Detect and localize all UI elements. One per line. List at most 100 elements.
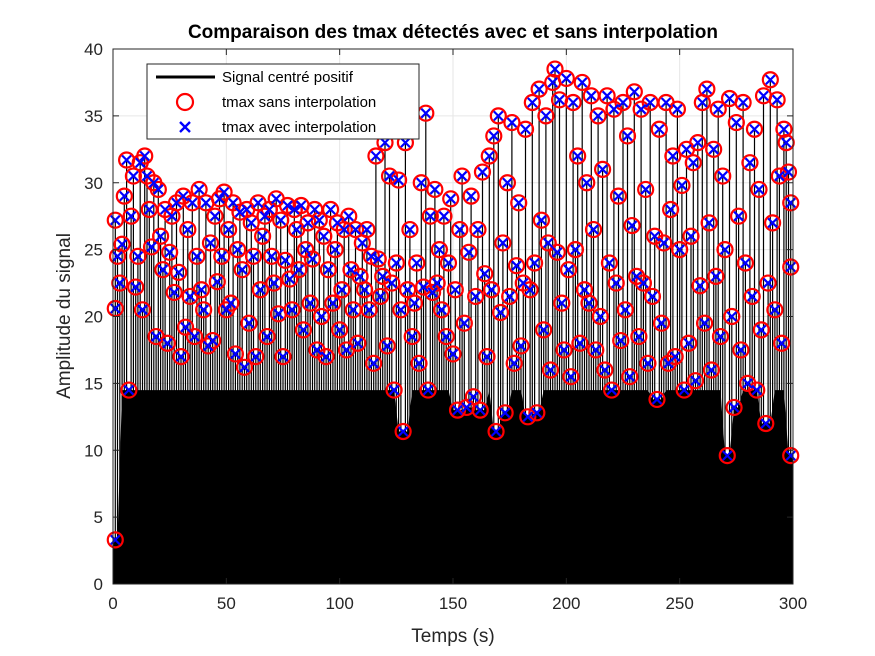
peak-x-marker bbox=[610, 277, 622, 289]
peak-circle-marker bbox=[426, 180, 444, 199]
peak-circle-marker bbox=[419, 381, 437, 399]
peak-circle-marker bbox=[695, 314, 714, 332]
peak-circle-marker bbox=[358, 220, 376, 239]
peak-x-marker bbox=[239, 362, 250, 373]
peak-x-marker bbox=[368, 358, 379, 369]
peak-x-marker bbox=[780, 137, 792, 148]
peak-x-marker bbox=[132, 251, 144, 262]
peak-x-marker bbox=[678, 384, 690, 396]
peak-circle-marker bbox=[700, 214, 718, 232]
peak-x-marker bbox=[726, 311, 738, 322]
peak-x-marker bbox=[613, 190, 624, 202]
peak-x-marker bbox=[753, 184, 765, 195]
peak-x-marker bbox=[692, 137, 704, 148]
peak-circle-marker bbox=[190, 180, 208, 199]
peak-x-marker bbox=[744, 157, 756, 168]
peak-x-marker bbox=[134, 157, 146, 168]
peak-x-marker bbox=[581, 177, 593, 189]
peak-x-marker bbox=[361, 224, 373, 235]
peak-x-marker bbox=[522, 411, 534, 423]
peak-x-marker bbox=[615, 335, 627, 346]
peak-circle-marker bbox=[428, 274, 446, 292]
peak-x-marker bbox=[372, 253, 384, 265]
peak-x-marker bbox=[456, 170, 468, 182]
peak-circle-marker bbox=[666, 348, 684, 366]
peak-x-marker bbox=[291, 224, 302, 235]
peak-x-marker bbox=[746, 291, 758, 302]
peak-circle-marker bbox=[603, 381, 621, 399]
peak-circle-marker bbox=[133, 301, 152, 319]
peak-x-marker bbox=[778, 123, 790, 135]
peak-circle-marker bbox=[725, 398, 743, 417]
x-tick-label: 150 bbox=[439, 594, 467, 613]
peak-circle-marker bbox=[559, 261, 578, 279]
peak-x-marker bbox=[479, 268, 491, 279]
peak-x-marker bbox=[112, 251, 123, 262]
peak-circle-marker bbox=[408, 254, 426, 272]
peak-x-marker bbox=[771, 94, 783, 106]
peak-x-marker bbox=[431, 277, 443, 289]
peak-x-marker bbox=[150, 331, 162, 342]
axis-ticks: 0 50 100 150 200 250 300 0 5 10 15 20 25 30 35 40 bbox=[84, 40, 807, 613]
peak-circle-marker bbox=[378, 337, 396, 355]
peak-x-marker bbox=[434, 244, 445, 255]
peak-x-marker bbox=[653, 123, 665, 135]
peak-circle-marker bbox=[650, 120, 668, 138]
peak-circle-marker bbox=[782, 258, 800, 276]
peak-x-marker bbox=[474, 404, 486, 416]
peak-x-marker bbox=[137, 304, 148, 316]
peak-x-marker bbox=[420, 107, 432, 119]
legend-interp-label: tmax avec interpolation bbox=[222, 119, 376, 136]
peak-circle-marker bbox=[170, 263, 188, 281]
peak-x-marker bbox=[440, 331, 452, 342]
peak-x-marker bbox=[121, 154, 132, 166]
x-axis-label: Temps (s) bbox=[411, 626, 494, 647]
peak-circle-marker bbox=[451, 220, 469, 239]
peak-circle-marker bbox=[564, 93, 582, 112]
peak-circle-marker bbox=[596, 361, 614, 379]
peak-circle-marker bbox=[213, 247, 231, 265]
peak-x-marker bbox=[508, 358, 520, 369]
x-tick-label: 50 bbox=[217, 594, 236, 613]
peak-circle-marker bbox=[385, 381, 403, 399]
peak-circle-marker bbox=[462, 187, 480, 205]
peak-x-marker bbox=[735, 344, 747, 356]
peak-x-marker bbox=[320, 351, 332, 362]
peak-x-marker bbox=[660, 97, 672, 108]
peak-x-marker bbox=[116, 238, 128, 250]
peak-x-marker bbox=[583, 297, 595, 309]
peak-circle-marker bbox=[741, 154, 759, 172]
peak-circle-marker bbox=[748, 381, 766, 399]
peak-x-marker bbox=[300, 244, 311, 255]
peak-circle-marker bbox=[435, 207, 453, 225]
peak-circle-marker bbox=[283, 301, 301, 319]
peak-x-marker bbox=[302, 217, 314, 229]
peak-circle-marker bbox=[555, 341, 573, 359]
peak-circle-marker bbox=[199, 337, 217, 355]
peak-circle-marker bbox=[530, 80, 548, 98]
peak-x-marker bbox=[785, 197, 797, 209]
peak-x-marker bbox=[495, 307, 506, 318]
peak-x-marker bbox=[642, 358, 654, 369]
peak-x-marker bbox=[241, 204, 253, 215]
peak-x-marker bbox=[404, 224, 416, 235]
peak-circle-marker bbox=[612, 331, 630, 350]
peak-x-marker bbox=[699, 317, 710, 329]
peak-x-marker bbox=[162, 337, 173, 349]
peak-x-marker bbox=[608, 103, 620, 115]
peak-circle-marker bbox=[723, 307, 741, 326]
peak-circle-marker bbox=[439, 254, 458, 272]
peak-x-marker bbox=[363, 304, 375, 316]
peak-x-marker bbox=[359, 284, 370, 296]
peak-x-marker bbox=[230, 348, 241, 360]
peak-x-marker bbox=[250, 351, 262, 362]
peak-circle-marker bbox=[412, 174, 430, 192]
peak-circle-marker bbox=[142, 238, 161, 256]
peak-x-marker bbox=[198, 304, 209, 316]
peak-x-marker bbox=[551, 247, 563, 258]
peak-x-marker bbox=[721, 450, 733, 461]
peak-x-marker bbox=[644, 97, 656, 108]
peak-x-marker bbox=[765, 74, 776, 86]
peak-x-marker bbox=[354, 271, 366, 282]
peak-circle-marker bbox=[512, 337, 530, 355]
